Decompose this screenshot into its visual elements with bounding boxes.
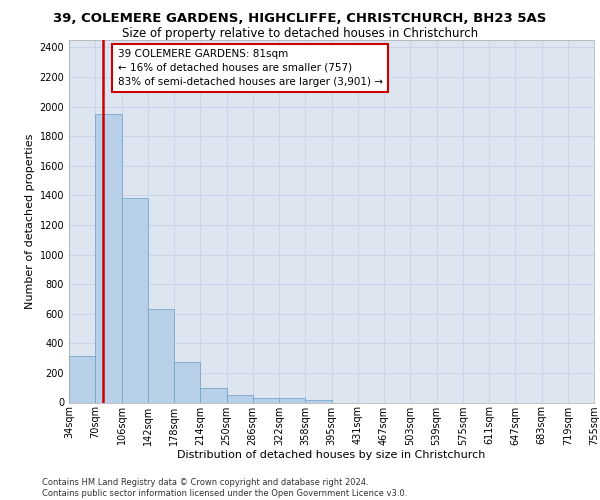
Y-axis label: Number of detached properties: Number of detached properties bbox=[25, 134, 35, 309]
Bar bbox=[200, 388, 227, 402]
Text: 39 COLEMERE GARDENS: 81sqm
← 16% of detached houses are smaller (757)
83% of sem: 39 COLEMERE GARDENS: 81sqm ← 16% of deta… bbox=[118, 49, 383, 87]
Bar bbox=[148, 310, 174, 402]
Text: Size of property relative to detached houses in Christchurch: Size of property relative to detached ho… bbox=[122, 28, 478, 40]
Bar bbox=[174, 362, 200, 403]
Bar bbox=[279, 398, 305, 402]
Bar bbox=[95, 114, 121, 403]
X-axis label: Distribution of detached houses by size in Christchurch: Distribution of detached houses by size … bbox=[178, 450, 485, 460]
Text: 39, COLEMERE GARDENS, HIGHCLIFFE, CHRISTCHURCH, BH23 5AS: 39, COLEMERE GARDENS, HIGHCLIFFE, CHRIST… bbox=[53, 12, 547, 26]
Bar bbox=[121, 198, 148, 402]
Bar bbox=[253, 398, 279, 402]
Bar bbox=[69, 356, 95, 403]
Bar bbox=[227, 396, 253, 402]
Text: Contains HM Land Registry data © Crown copyright and database right 2024.
Contai: Contains HM Land Registry data © Crown c… bbox=[42, 478, 407, 498]
Bar bbox=[305, 400, 331, 402]
